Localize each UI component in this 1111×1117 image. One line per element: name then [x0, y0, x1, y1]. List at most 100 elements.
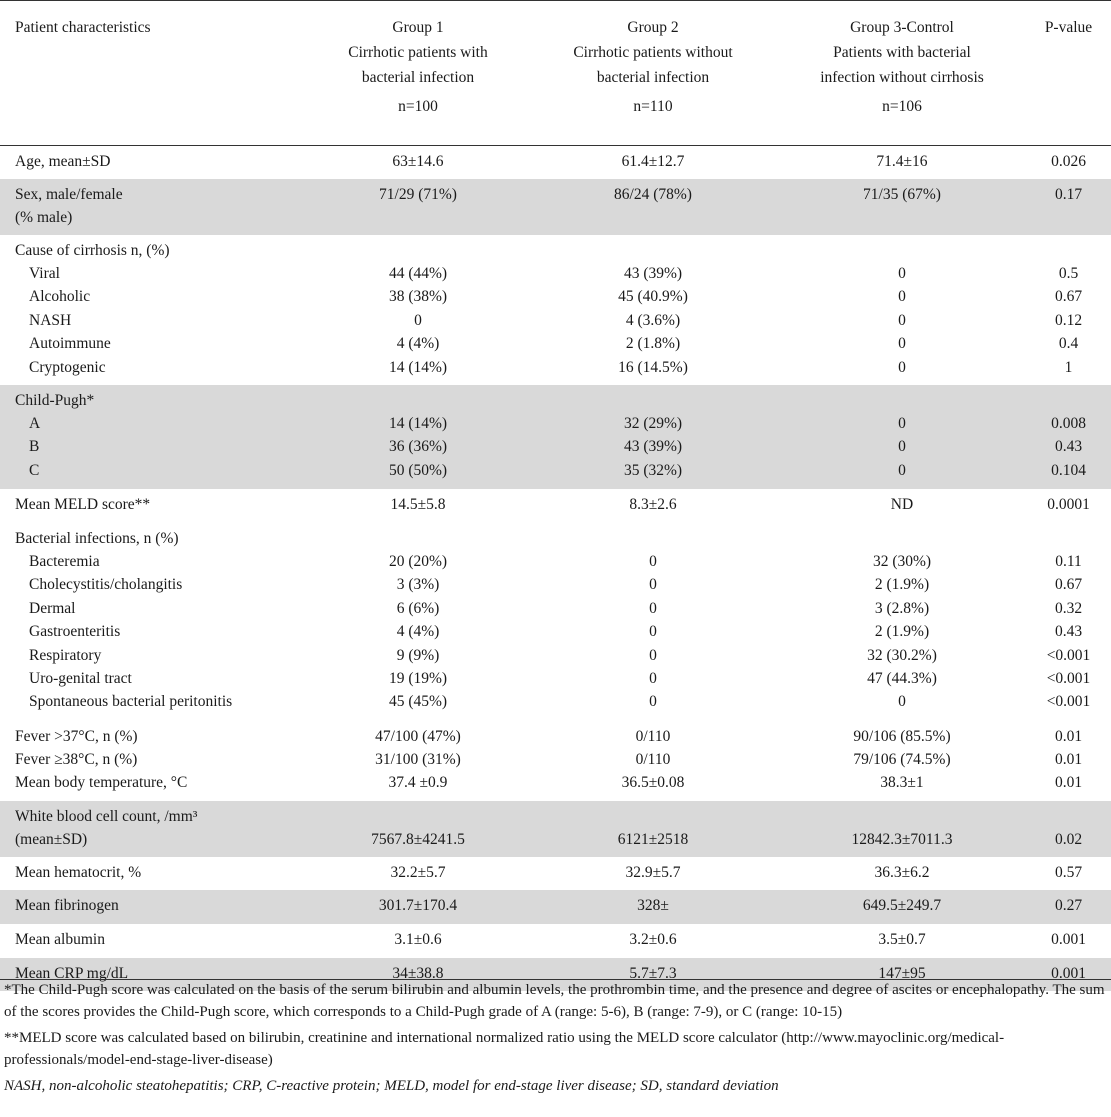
patient-characteristics-table: Patient characteristics Group 1 Cirrhoti…	[0, 0, 1111, 991]
row-label: Viral	[29, 264, 60, 282]
cell-value: 0.11	[1055, 552, 1082, 570]
cell-value: 0.32	[1054, 599, 1083, 617]
cell-value: 0.01	[1054, 750, 1083, 768]
group-1-cell: 71/29 (71%)	[308, 178, 528, 235]
cell-value: 3.2±0.6	[629, 930, 677, 948]
table-header-row: Patient characteristics Group 1 Cirrhoti…	[0, 0, 1111, 146]
cell-value: 0.17	[1054, 185, 1083, 203]
cell-value: 79/106 (74.5%)	[853, 750, 951, 768]
group-2-cell: 5.7±7.3	[528, 957, 778, 991]
table-row-group: Mean MELD score** 14.5±5.8 8.3±2.6 ND 0.0001	[0, 489, 1111, 523]
group-2-cell: 8.3±2.6	[528, 489, 778, 523]
group-2-cell: 0/110 0/110 36.5±0.08	[528, 721, 778, 801]
cell-value	[1026, 206, 1111, 229]
group-1-cell: 34±38.8	[308, 957, 528, 991]
cell-value	[1026, 239, 1111, 262]
cell-value: 43 (39%)	[623, 438, 683, 456]
group-2-cell: 43 (39%) 45 (40.9%) 4 (3.6%) 2 (1.8%) 16 (14…	[528, 235, 778, 385]
table-footnotes: *The Child-Pugh score was calculated on …	[0, 979, 1111, 1098]
cell-value	[528, 206, 778, 229]
cell-value: 0	[649, 576, 657, 594]
row-label-cell: Age, mean±SD	[0, 146, 308, 179]
header-group-3: Group 3-Control Patients with bacterial …	[778, 0, 1026, 146]
row-label: Mean body temperature, °C	[15, 774, 188, 792]
cell-value: 31/100 (31%)	[375, 750, 461, 768]
row-label: Mean MELD score**	[15, 495, 151, 513]
row-label: Gastroenteritis	[29, 623, 121, 641]
cell-value: 0.4	[1058, 335, 1079, 353]
cell-value	[1026, 527, 1111, 550]
cell-value: 0.27	[1054, 896, 1083, 914]
cell-value: 45 (45%)	[388, 693, 448, 711]
cell-value	[528, 805, 778, 828]
row-label: Cryptogenic	[29, 358, 106, 376]
group-3-title: Group 3-Control	[850, 19, 954, 36]
cell-value: 0/110	[635, 750, 671, 768]
cell-value: 0.01	[1054, 774, 1083, 792]
cell-value: 0	[898, 358, 906, 376]
cell-value: 0.026	[1051, 153, 1086, 170]
cell-value: 1	[1064, 358, 1073, 376]
row-label: Respiratory	[29, 646, 102, 664]
row-label: Fever ≥38°C, n (%)	[15, 750, 138, 768]
cell-value	[308, 527, 528, 550]
row-label: Mean fibrinogen	[15, 896, 119, 914]
cell-value: 0	[898, 288, 906, 306]
p-value-cell: 0.01 0.01 0.01	[1026, 721, 1111, 801]
table-row-group: Mean albumin 3.1±0.6 3.2±0.6 3.5±0.7 0.001	[0, 924, 1111, 958]
footnote-abbreviations: NASH, non-alcoholic steatohepatitis; CRP…	[4, 1078, 779, 1094]
cell-value: 32 (30.2%)	[867, 646, 937, 664]
group-3-cell: ND	[778, 489, 1026, 523]
cell-value: 147±95	[878, 964, 926, 982]
row-label-cell: Fever >37°C, n (%) Fever ≥38°C, n (%) Mean…	[0, 721, 308, 801]
group-2-cell: 61.4±12.7	[528, 146, 778, 179]
group-1-desc-line1: Cirrhotic patients with	[348, 44, 488, 61]
cell-value: 47 (44.3%)	[867, 669, 937, 687]
group-3-desc-line2: infection without cirrhosis	[820, 69, 984, 86]
cell-value: 71.4±16	[876, 153, 928, 170]
row-label-cell: Mean CRP mg/dL	[0, 957, 308, 991]
row-label-cell: White blood cell count, /mm³ (mean±SD)	[0, 800, 308, 857]
cell-value: 9 (9%)	[396, 646, 440, 664]
row-label: Autoimmune	[29, 335, 111, 353]
group-3-cell: 32 (30%) 2 (1.9%) 3 (2.8%) 2 (1.9%) 32 (30.2…	[778, 523, 1026, 721]
row-label: Age, mean±SD	[15, 153, 111, 170]
row-label: Child-Pugh*	[15, 391, 95, 409]
row-label: Sex, male/female	[15, 185, 123, 203]
row-label: Mean CRP mg/dL	[15, 964, 129, 982]
cell-value: 0	[649, 646, 657, 664]
group-3-cell: 36.3±6.2	[778, 857, 1026, 890]
row-label-cell: Mean albumin	[0, 924, 308, 958]
p-value-cell: 0.026	[1026, 146, 1111, 179]
cell-value: 0	[898, 264, 906, 282]
group-2-n: n=110	[633, 98, 673, 115]
cell-value: 0.001	[1051, 964, 1086, 982]
header-patient-characteristics: Patient characteristics	[0, 0, 308, 146]
cell-value	[528, 389, 778, 412]
cell-value: ND	[890, 495, 914, 513]
cell-value: 0	[649, 599, 657, 617]
cell-value: 0	[898, 311, 906, 329]
group-3-cell: 3.5±0.7	[778, 924, 1026, 958]
cell-value: 35 (32%)	[623, 461, 683, 479]
cell-value: 61.4±12.7	[621, 153, 685, 170]
group-2-title: Group 2	[627, 19, 679, 36]
row-label: Mean albumin	[15, 930, 105, 948]
row-label-cell: Bacterial infections, n (%) Bacteremia Cho…	[0, 523, 308, 721]
row-label: Alcoholic	[29, 288, 91, 306]
cell-value: 32 (29%)	[623, 414, 683, 432]
cell-value: 0.43	[1054, 438, 1083, 456]
cell-value: 34±38.8	[392, 964, 444, 982]
group-3-n: n=106	[882, 98, 922, 115]
p-value-cell: 0.0001	[1026, 489, 1111, 523]
group-1-cell: 3.1±0.6	[308, 924, 528, 958]
cell-value	[778, 389, 1026, 412]
cell-value: 0.0001	[1047, 495, 1090, 513]
group-1-title: Group 1	[392, 19, 444, 36]
row-label: Dermal	[29, 599, 76, 617]
cell-value: 32.2±5.7	[390, 863, 446, 881]
cell-value: 43 (39%)	[623, 264, 683, 282]
cell-value	[1026, 805, 1111, 828]
cell-value: 328±	[637, 896, 669, 914]
cell-value	[778, 239, 1026, 262]
